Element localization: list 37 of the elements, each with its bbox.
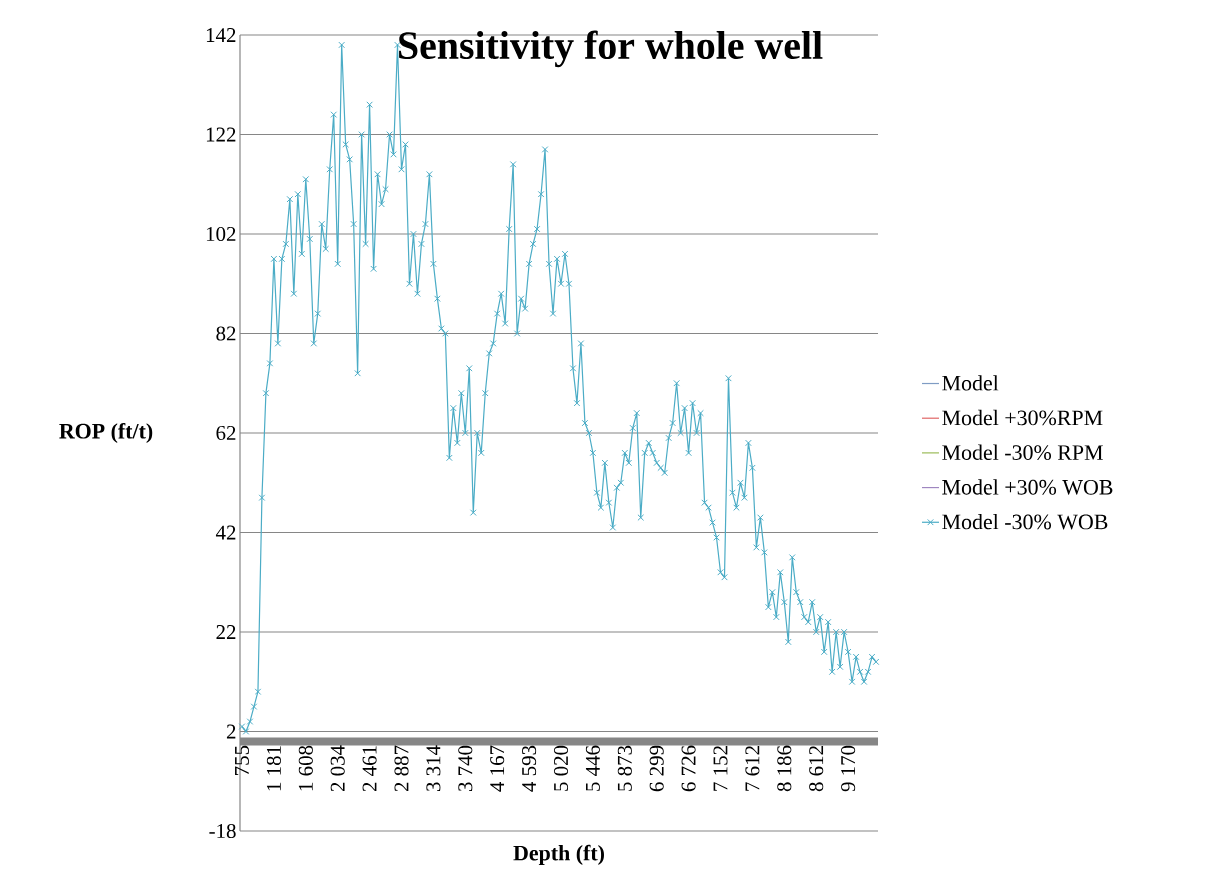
legend-label: Model [942,375,999,391]
x-tick-label: 5 020 [553,745,569,791]
x-tick-label: 5 873 [617,745,632,791]
y-tick-label: 122 [206,127,236,142]
x-tick-label: 2 034 [330,745,345,792]
y-tick-label: 142 [206,28,236,42]
chart-title: Sensitivity for whole well [399,30,823,68]
x-tick-label: 5 446 [585,745,600,791]
x-tick-label: 2 461 [362,746,377,792]
x-tick-label: 3 314 [426,745,441,792]
x-tick-label: 1 608 [298,745,313,791]
x-tick-label: 9 170 [841,745,856,792]
y-tick-label: 102 [206,226,236,242]
y-tick-label: 42 [215,525,236,540]
y-tick-label: -18 [209,823,236,839]
x-tick-label: 4 593 [522,745,537,792]
x-tick-label: 6 299 [649,745,664,792]
x-tick-label: 6 726 [681,745,696,792]
legend-label: Model +30%RPM [942,409,1103,426]
x-tick-label: 7 612 [745,746,760,791]
x-tick-label: 1 181 [266,746,281,791]
y-tick-label: 82 [216,326,236,341]
y-axis-title: ROP (ft/t) [59,422,153,444]
x-tick-label: 2 887 [394,745,409,792]
x-tick-label: 3 740 [458,745,473,792]
x-tick-label: 7 152 [713,746,728,791]
y-tick-label: 2 [226,724,236,739]
x-axis-title: Depth (ft) [513,844,604,865]
legend-label: Model +30% WOB [942,479,1113,495]
x-tick-label: 8 612 [809,746,824,792]
y-tick-label: 62 [216,425,236,441]
x-tick-label: 8 186 [777,745,792,792]
legend-label: Model -30% WOB [942,513,1108,530]
y-tick-label: 22 [216,625,236,639]
x-tick-label: 755 [235,745,249,775]
legend-label: Model -30% RPM [942,444,1103,461]
x-tick-label: 4 167 [490,745,505,792]
